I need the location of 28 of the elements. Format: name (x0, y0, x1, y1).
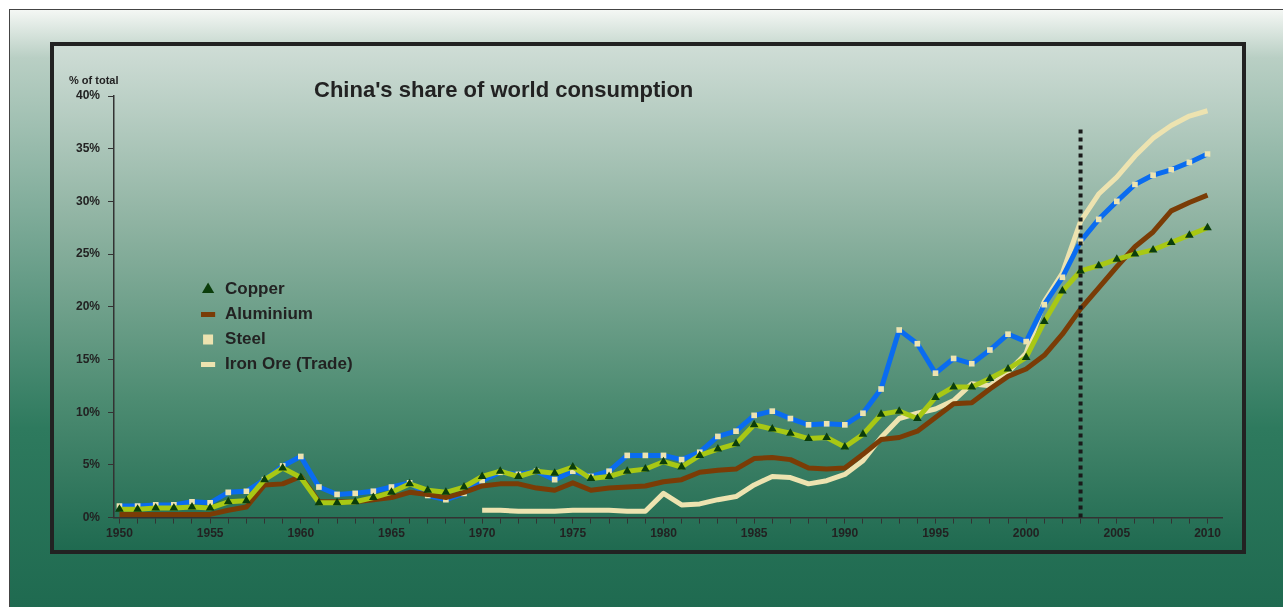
x-tick-label: 1975 (559, 526, 587, 541)
y-tick-label: 30% (75, 193, 101, 208)
x-tick-label: 1950 (106, 526, 134, 541)
y-tick-label: 5% (82, 457, 101, 472)
y-tick-label: 25% (75, 246, 101, 261)
y-tick-label: 10% (75, 404, 101, 419)
x-tick-label: 1970 (468, 526, 496, 541)
y-tick-label: 0% (82, 509, 101, 524)
y-tick-label: 40% (75, 88, 101, 103)
y-axis-title: % of total (69, 74, 119, 87)
x-tick-label: 2005 (1103, 526, 1131, 541)
y-tick-label: 35% (75, 141, 101, 156)
legend-label: Copper (225, 279, 285, 299)
x-tick-label: 2010 (1194, 526, 1222, 541)
x-tick-label: 2000 (1012, 526, 1040, 541)
y-tick-label: 20% (75, 299, 101, 314)
y-tick-label: 15% (75, 351, 101, 366)
x-tick-label: 1960 (287, 526, 315, 541)
legend-label: Iron Ore (Trade) (225, 354, 353, 374)
x-tick-label: 1995 (922, 526, 950, 541)
x-tick-label: 1965 (378, 526, 406, 541)
x-tick-label: 1990 (831, 526, 859, 541)
legend-label: Steel (225, 329, 266, 349)
legend-label: Aluminium (225, 304, 313, 324)
x-tick-label: 1985 (740, 526, 768, 541)
x-tick-label: 1955 (196, 526, 224, 541)
x-tick-label: 1980 (650, 526, 678, 541)
chart-title: China's share of world consumption (314, 77, 694, 103)
